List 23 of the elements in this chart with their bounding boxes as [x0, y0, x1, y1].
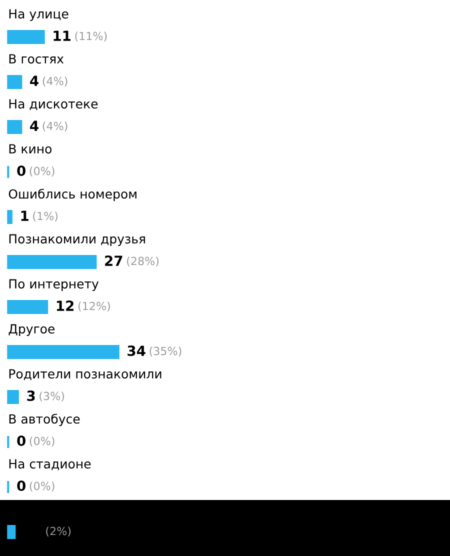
y-tick-label: На дискотеке	[9, 99, 98, 110]
data-label: 0 (0%)	[17, 436, 54, 447]
data-label: 0 (0%)	[17, 166, 54, 177]
y-tick-label: В кино	[9, 144, 52, 154]
y-tick-label: Другое	[8, 324, 54, 336]
data-label: 3 (3%)	[27, 390, 64, 402]
y-tick-label: На улице	[9, 9, 68, 21]
data-label: 0 (0%)	[17, 480, 54, 492]
data-label: 1 (1%)	[21, 210, 58, 222]
data-label: 4 (4%)	[30, 120, 68, 132]
y-tick-label: Родители познакомили	[9, 369, 162, 380]
y-tick-label: В гостях	[9, 54, 64, 64]
y-tick-label: На стадионе	[9, 459, 91, 470]
y-tick-label: Ошиблись номером	[8, 188, 136, 202]
y-tick-label: Познакомили друзья	[9, 234, 145, 246]
y-tick-label: По интернету	[9, 279, 99, 291]
data-label: 27 (28%)	[105, 256, 159, 267]
y-tick-label: В автобусе	[9, 414, 80, 426]
data-label: 12 (12%)	[56, 300, 110, 312]
data-label: (2%)	[46, 526, 71, 537]
data-label: 4 (4%)	[30, 76, 68, 87]
data-label: 11 (11%)	[54, 30, 107, 42]
data-label: 34 (35%)	[128, 346, 182, 357]
